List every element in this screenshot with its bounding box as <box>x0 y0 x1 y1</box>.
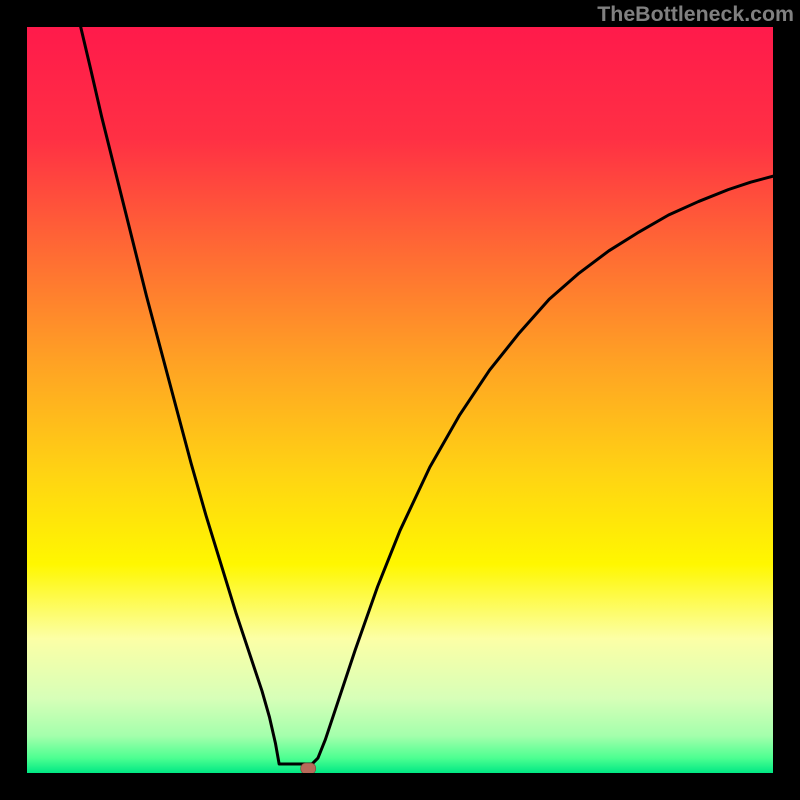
watermark-text: TheBottleneck.com <box>597 2 794 27</box>
curve-layer <box>27 27 773 773</box>
chart-container: TheBottleneck.com <box>0 0 800 800</box>
plot-area <box>27 27 773 773</box>
dip-marker <box>301 763 316 773</box>
bottleneck-curve <box>81 27 773 764</box>
